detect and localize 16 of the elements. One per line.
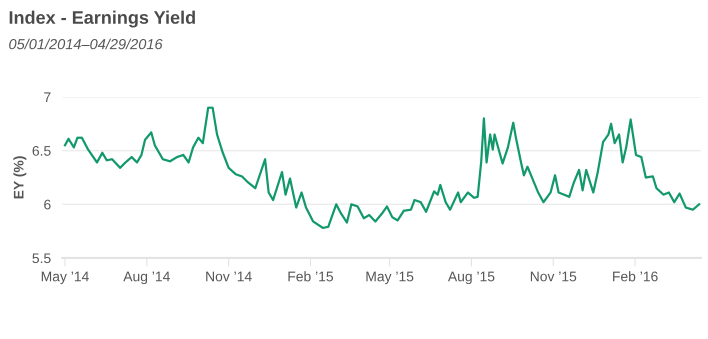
y-tick-label: 5.5 xyxy=(32,253,51,264)
x-tick-label: May ’15 xyxy=(366,272,414,284)
line-series xyxy=(64,106,700,230)
x-tick-label: Feb ’16 xyxy=(613,271,658,282)
x-tick-label: Nov ’15 xyxy=(530,272,576,282)
x-tick-label: Feb ’15 xyxy=(288,271,334,282)
y-axis-title: EY (%) xyxy=(13,156,26,198)
x-tick-label: Aug ’15 xyxy=(448,272,494,284)
y-tick-label: 7 xyxy=(44,92,50,102)
y-tick-label: 6 xyxy=(44,200,51,210)
x-tick-label: May ’14 xyxy=(42,272,89,284)
x-tick-label: Nov ’14 xyxy=(206,272,252,282)
y-tick-label: 6.5 xyxy=(32,146,51,156)
x-tick-label: Aug ’14 xyxy=(123,272,170,284)
chart-subtitle: 05/01/2014–04/29/2016 xyxy=(9,38,163,50)
chart-title: Index - Earnings Yield xyxy=(10,10,195,28)
